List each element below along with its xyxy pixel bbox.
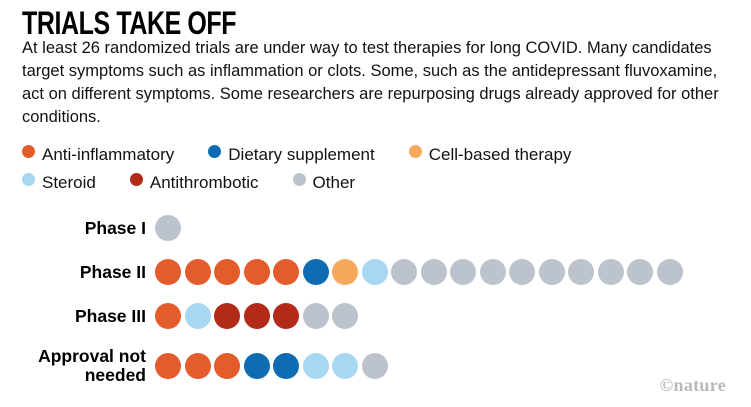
legend-label: Other (312, 173, 356, 192)
trial-dot-other (361, 353, 388, 379)
chart-row-phase-ii: Phase II (22, 259, 683, 285)
trial-dot-steroid (184, 303, 211, 329)
trial-dot-anti-inflammatory (184, 259, 211, 285)
trial-dot-anti-inflammatory (243, 259, 270, 285)
trial-dot-antithrombotic (243, 303, 270, 329)
chart: Phase I Phase II Phase III Approval not nee… (22, 215, 683, 403)
legend-item-anti-inflammatory: Anti-inflammatory (22, 144, 175, 165)
trial-dot-anti-inflammatory (214, 259, 240, 285)
legend-item-other: Other (292, 172, 356, 193)
legend-item-steroid: Steroid (22, 172, 96, 193)
trial-dot-steroid (332, 353, 358, 379)
trial-dot-antithrombotic (273, 303, 299, 329)
trial-dot-other (391, 259, 417, 285)
legend-label: Cell-based therapy (428, 145, 572, 164)
trial-dot-other (302, 303, 329, 329)
legend-row: Steroid Antithrombotic Other (22, 172, 571, 193)
legend-label: Anti-inflammatory (42, 145, 175, 164)
antithrombotic-swatch-icon (129, 172, 143, 186)
trial-dot-other (509, 259, 535, 285)
legend: Anti-inflammatory Dietary supplement Cell-… (22, 144, 572, 193)
trial-dot-anti-inflammatory (155, 353, 181, 379)
trial-dot-other (597, 259, 624, 285)
trial-dot-other (332, 303, 358, 329)
trial-dot-other (450, 259, 476, 285)
dot-track (155, 353, 388, 379)
steroid-swatch-icon (22, 172, 35, 186)
cell-based-therapy-swatch-icon (408, 144, 422, 158)
chart-row-phase-i: Phase I (22, 215, 683, 241)
chart-row-approval-not-needed: Approval not needed (22, 347, 683, 385)
trial-dot-other (155, 215, 181, 241)
legend-label: Antithrombotic (149, 173, 259, 192)
legend-item-cell-based-therapy: Cell-based therapy (408, 144, 572, 165)
phase-label: Phase III (74, 305, 146, 326)
trial-dot-anti-inflammatory (155, 259, 181, 285)
trial-dot-steroid (302, 353, 329, 379)
dot-track (155, 259, 683, 285)
chart-row-phase-iii: Phase III (22, 303, 683, 329)
legend-row: Anti-inflammatory Dietary supplement Cell-… (22, 144, 572, 165)
legend-item-dietary-supplement: Dietary supplement (208, 144, 375, 165)
anti-inflammatory-swatch-icon (22, 144, 35, 158)
phase-label: Phase II (79, 261, 146, 282)
trial-dot-other (420, 259, 447, 285)
trial-dot-antithrombotic (214, 303, 240, 329)
page-title: TRIALS TAKE OFF (22, 5, 237, 41)
trial-dot-other (656, 259, 683, 285)
dietary-supplement-swatch-icon (208, 144, 222, 158)
legend-label: Steroid (42, 173, 96, 192)
dot-track (155, 303, 358, 329)
trial-dot-cell-based-therapy (332, 259, 358, 285)
nature-credit: ©nature (659, 375, 726, 395)
dot-track (155, 215, 181, 241)
trial-dot-anti-inflammatory (273, 259, 299, 285)
trial-dot-dietary-supplement (243, 353, 270, 379)
description: At least 26 randomized trials are under … (22, 39, 719, 126)
trial-dot-dietary-supplement (302, 259, 329, 285)
trial-dot-dietary-supplement (273, 353, 299, 379)
trial-dot-other (538, 259, 565, 285)
legend-item-antithrombotic: Antithrombotic (129, 172, 259, 193)
trial-dot-anti-inflammatory (214, 353, 240, 379)
other-swatch-icon (292, 172, 306, 186)
trial-dot-anti-inflammatory (155, 303, 181, 329)
trial-dot-other (479, 259, 506, 285)
phase-label: Phase I (84, 217, 146, 238)
phase-label: Approval not needed (38, 346, 146, 385)
trial-dot-steroid (361, 259, 388, 285)
trial-dot-other (627, 259, 653, 285)
trial-dot-other (568, 259, 594, 285)
trial-dot-anti-inflammatory (184, 353, 211, 379)
legend-label: Dietary supplement (228, 145, 375, 164)
